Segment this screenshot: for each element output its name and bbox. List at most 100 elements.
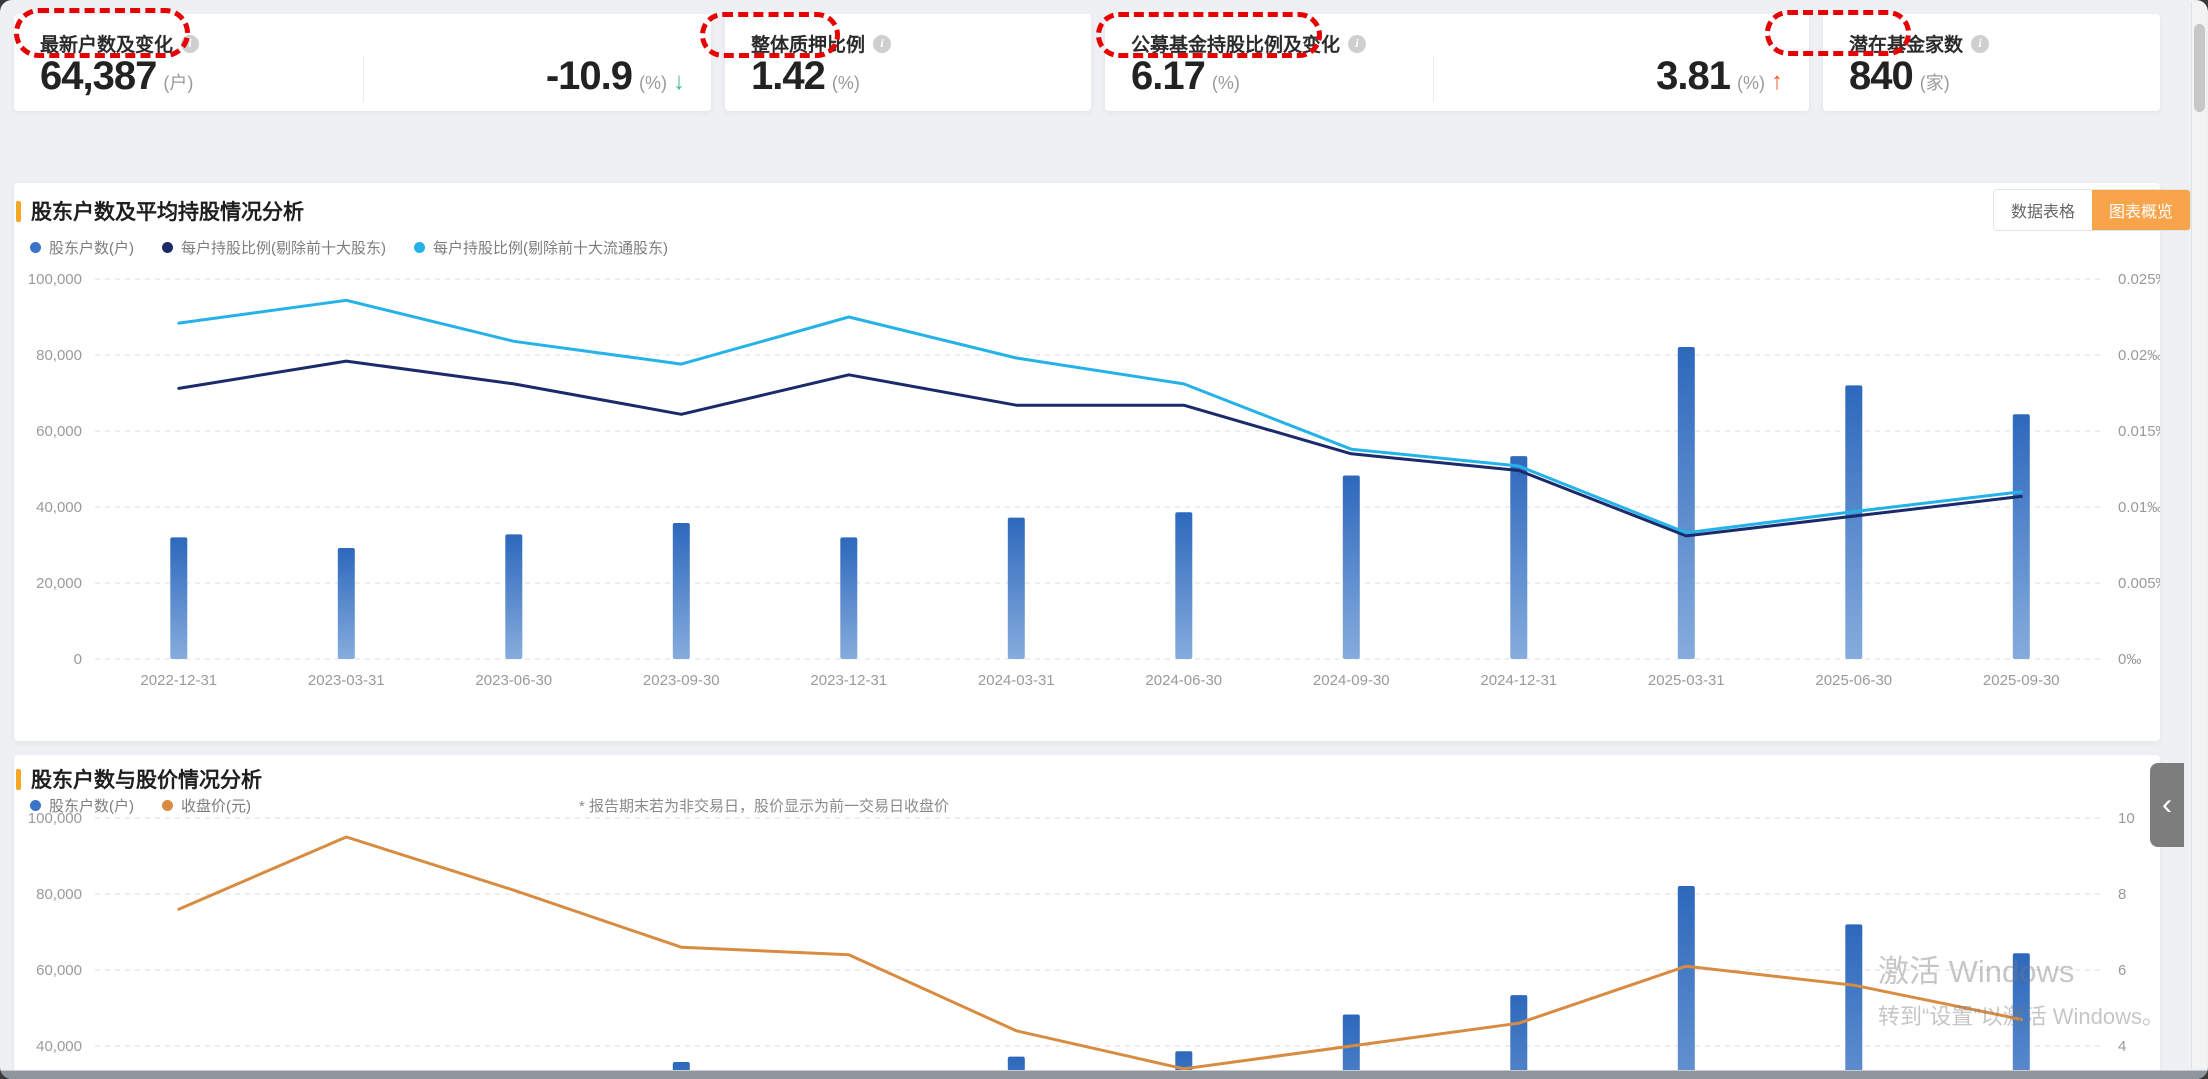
kpi-number: 64,387 bbox=[40, 54, 157, 98]
info-icon[interactable]: i bbox=[1348, 34, 1367, 53]
svg-text:2024-03-31: 2024-03-31 bbox=[978, 672, 1055, 689]
svg-text:40,000: 40,000 bbox=[36, 499, 82, 516]
section-accent-bar bbox=[16, 768, 21, 790]
section-title-holders: 股东户数及平均持股情况分析 bbox=[16, 196, 304, 226]
svg-text:60,000: 60,000 bbox=[36, 423, 82, 440]
scrollbar-track[interactable] bbox=[2191, 2, 2206, 1069]
card-divider bbox=[1433, 56, 1434, 102]
section-title-price: 股东户数与股价情况分析 bbox=[16, 764, 262, 794]
svg-text:0‰: 0‰ bbox=[2118, 651, 2141, 668]
kpi-secondary-value: -10.9 (%) ↓ bbox=[546, 54, 685, 99]
svg-text:2024-12-31: 2024-12-31 bbox=[1480, 672, 1557, 689]
kpi-primary-value: 1.42 (%) bbox=[751, 54, 860, 99]
legend-dot-icon bbox=[414, 242, 425, 253]
legend-item[interactable]: 每户持股比例(剔除前十大流通股东) bbox=[414, 237, 668, 258]
svg-text:0.01‰: 0.01‰ bbox=[2118, 499, 2160, 516]
kpi-unit: (%) bbox=[1737, 73, 1765, 93]
kpi-title: 公募基金持股比例及变化 i bbox=[1131, 30, 1367, 57]
svg-text:60,000: 60,000 bbox=[36, 962, 82, 979]
svg-text:100,000: 100,000 bbox=[28, 810, 82, 827]
kpi-primary-value: 64,387 (户) bbox=[40, 54, 193, 99]
svg-text:0.005‰: 0.005‰ bbox=[2118, 575, 2160, 592]
svg-text:2023-06-30: 2023-06-30 bbox=[475, 672, 552, 689]
chart-overview-button[interactable]: 图表概览 bbox=[2092, 190, 2191, 230]
window-bottom-edge bbox=[0, 1070, 2208, 1079]
data-table-button[interactable]: 数据表格 bbox=[1994, 190, 2093, 230]
svg-text:2024-06-30: 2024-06-30 bbox=[1145, 672, 1222, 689]
kpi-title-text: 最新户数及变化 bbox=[40, 35, 174, 56]
kpi-number: 3.81 bbox=[1656, 54, 1731, 98]
section-accent-bar bbox=[16, 200, 21, 222]
info-icon[interactable]: i bbox=[873, 34, 892, 53]
kpi-title: 整体质押比例 i bbox=[751, 30, 892, 57]
kpi-unit: (%) bbox=[639, 73, 667, 93]
svg-text:0.015‰: 0.015‰ bbox=[2118, 423, 2160, 440]
svg-text:2022-12-31: 2022-12-31 bbox=[140, 672, 217, 689]
legend-dot-icon bbox=[30, 800, 41, 811]
section-title-text: 股东户数与股价情况分析 bbox=[31, 769, 262, 792]
svg-text:100,000: 100,000 bbox=[28, 271, 82, 288]
kpi-unit: (%) bbox=[831, 73, 860, 93]
holders-analysis-card bbox=[14, 183, 2160, 741]
kpi-title-text: 潜在基金家数 bbox=[1849, 35, 1964, 56]
kpi-unit: (户) bbox=[163, 73, 194, 93]
kpi-primary-value: 6.17 (%) bbox=[1131, 54, 1240, 99]
kpi-title: 潜在基金家数 i bbox=[1849, 30, 1990, 57]
kpi-row: 最新户数及变化 i 64,387 (户) -10.9 (%) ↓ 整体质押比例 … bbox=[14, 14, 2160, 111]
price-chart-note: * 报告期末若为非交易日，股价显示为前一交易日收盘价 bbox=[579, 798, 950, 815]
kpi-unit: (家) bbox=[1919, 73, 1950, 93]
kpi-number: 6.17 bbox=[1131, 54, 1206, 98]
legend-dot-icon bbox=[162, 800, 173, 811]
collapse-panel-button[interactable]: ‹ bbox=[2150, 763, 2184, 847]
svg-text:2024-09-30: 2024-09-30 bbox=[1313, 672, 1390, 689]
info-icon[interactable]: i bbox=[1971, 34, 1990, 53]
legend-item[interactable]: 收盘价(元) bbox=[162, 795, 251, 816]
svg-text:2025-09-30: 2025-09-30 bbox=[1983, 672, 2060, 689]
legend-dot-icon bbox=[162, 242, 173, 253]
trend-up-icon: ↑ bbox=[1771, 68, 1783, 95]
svg-text:10: 10 bbox=[2118, 810, 2135, 827]
kpi-title: 最新户数及变化 i bbox=[40, 30, 200, 57]
scrollbar-thumb[interactable] bbox=[2194, 24, 2205, 112]
holders-chart-legend: 股东户数(户) 每户持股比例(剔除前十大股东) 每户持股比例(剔除前十大流通股东… bbox=[30, 237, 668, 258]
kpi-unit: (%) bbox=[1211, 73, 1240, 93]
svg-text:20,000: 20,000 bbox=[36, 575, 82, 592]
svg-text:0.025‰: 0.025‰ bbox=[2118, 271, 2160, 288]
trend-down-icon: ↓ bbox=[673, 68, 685, 95]
price-chart-legend-row: 股东户数(户) 收盘价(元) * 报告期末若为非交易日，股价显示为前一交易日收盘… bbox=[30, 795, 949, 816]
price-chart-svg: 100,0001080,000860,000640,000420,0002002… bbox=[28, 810, 2135, 1079]
kpi-number: 1.42 bbox=[751, 54, 826, 98]
view-toggle: 数据表格 图表概览 bbox=[1993, 189, 2192, 231]
svg-text:6: 6 bbox=[2118, 962, 2126, 979]
svg-text:2023-12-31: 2023-12-31 bbox=[810, 672, 887, 689]
legend-item[interactable]: 股东户数(户) bbox=[30, 795, 134, 816]
holders-chart-svg: 100,000 0.025‰ 80,000 0.02‰ 60,000 0.015‰ 40,0… bbox=[28, 271, 2160, 689]
section-title-text: 股东户数及平均持股情况分析 bbox=[31, 201, 304, 224]
svg-text:40,000: 40,000 bbox=[36, 1038, 82, 1055]
svg-text:8: 8 bbox=[2118, 886, 2126, 903]
svg-text:0: 0 bbox=[74, 651, 82, 668]
svg-text:2023-09-30: 2023-09-30 bbox=[643, 672, 720, 689]
kpi-secondary-value: 3.81 (%) ↑ bbox=[1656, 54, 1783, 99]
kpi-primary-value: 840 (家) bbox=[1849, 54, 1950, 99]
kpi-card-potential-funds: 潜在基金家数 i 840 (家) bbox=[1823, 14, 2160, 111]
legend-item[interactable]: 股东户数(户) bbox=[30, 237, 134, 258]
chevron-left-icon: ‹ bbox=[2162, 788, 2172, 821]
kpi-number: -10.9 bbox=[545, 54, 633, 98]
price-chart-legend: 股东户数(户) 收盘价(元) bbox=[30, 795, 251, 816]
svg-text:2025-03-31: 2025-03-31 bbox=[1648, 672, 1725, 689]
legend-item[interactable]: 每户持股比例(剔除前十大股东) bbox=[162, 237, 386, 258]
svg-text:80,000: 80,000 bbox=[36, 886, 82, 903]
kpi-card-pledge-ratio: 整体质押比例 i 1.42 (%) bbox=[725, 14, 1091, 111]
svg-text:4: 4 bbox=[2118, 1038, 2126, 1055]
kpi-title-text: 公募基金持股比例及变化 bbox=[1131, 35, 1341, 56]
kpi-title-text: 整体质押比例 bbox=[751, 35, 866, 56]
svg-text:2025-06-30: 2025-06-30 bbox=[1815, 672, 1892, 689]
legend-dot-icon bbox=[30, 242, 41, 253]
info-icon[interactable]: i bbox=[181, 34, 200, 53]
card-divider bbox=[363, 56, 364, 102]
svg-text:0.02‰: 0.02‰ bbox=[2118, 347, 2160, 364]
kpi-number: 840 bbox=[1849, 54, 1914, 98]
svg-text:2023-03-31: 2023-03-31 bbox=[308, 672, 385, 689]
